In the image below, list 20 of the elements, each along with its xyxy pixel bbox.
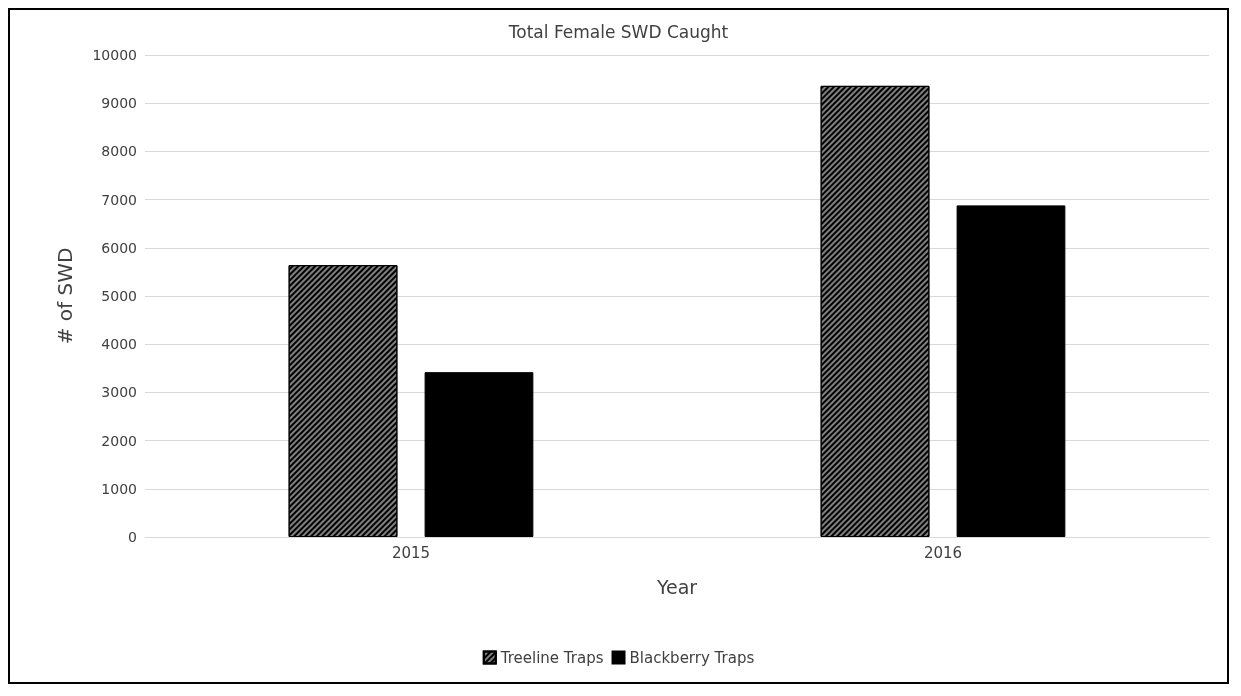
legend-label: Treeline Traps (499, 648, 604, 667)
y-tick-label: 7000 (101, 191, 137, 208)
y-tick-label: 0 (128, 529, 137, 545)
y-axis-title: # of SWD (53, 247, 77, 345)
y-tick-label: 9000 (101, 95, 137, 112)
x-axis-title: Year (655, 575, 698, 598)
bar (956, 205, 1066, 537)
x-tick-label: 2015 (391, 543, 431, 562)
y-tick-label: 1000 (101, 480, 137, 497)
y-tick-label: 2000 (101, 432, 137, 449)
x-tick-label: 2016 (923, 543, 963, 562)
y-tick-label: 10000 (92, 47, 137, 63)
legend-label: Blackberry Traps (629, 648, 755, 667)
y-tick-label: 4000 (101, 336, 137, 353)
y-tick-label: 3000 (101, 384, 137, 401)
y-tick-label: 6000 (101, 239, 137, 256)
bar (424, 372, 534, 537)
chart-title: Total Female SWD Caught (507, 21, 729, 42)
y-tick-label: 5000 (101, 288, 137, 304)
y-tick-label: 8000 (101, 143, 137, 160)
